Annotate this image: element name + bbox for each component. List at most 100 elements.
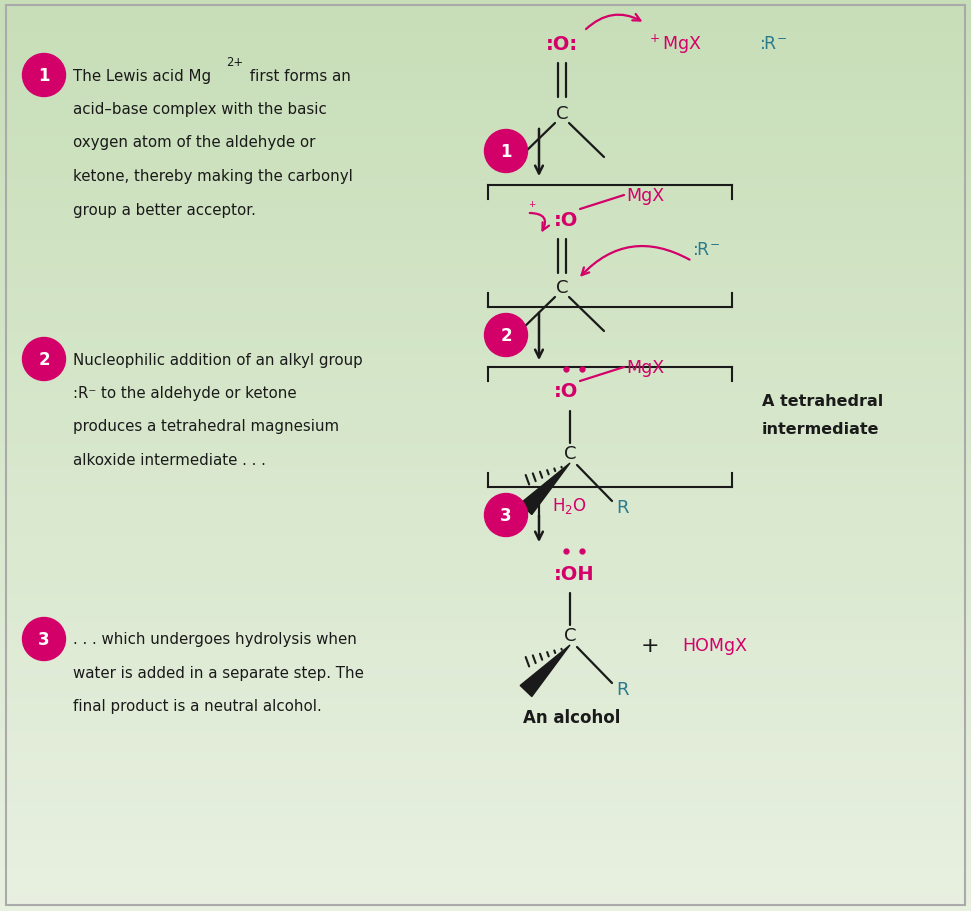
Bar: [0, 877, 971, 881]
Bar: [0, 252, 971, 255]
Bar: [0, 638, 971, 640]
Bar: [0, 194, 971, 198]
Bar: [0, 577, 971, 580]
Bar: [0, 139, 971, 143]
Bar: [0, 225, 971, 228]
Bar: [0, 808, 971, 811]
Bar: [0, 847, 971, 850]
Bar: [0, 729, 971, 732]
Bar: [0, 46, 971, 48]
Bar: [0, 908, 971, 911]
Bar: [0, 280, 971, 282]
Text: MgX: MgX: [626, 187, 664, 205]
Bar: [0, 677, 971, 681]
Bar: [0, 189, 971, 191]
Bar: [0, 795, 971, 799]
Bar: [0, 173, 971, 176]
Bar: [0, 374, 971, 376]
Text: ketone, thereby making the carbonyl: ketone, thereby making the carbonyl: [73, 169, 352, 184]
Bar: [0, 264, 971, 267]
Bar: [0, 480, 971, 483]
Bar: [0, 793, 971, 795]
Bar: [0, 118, 971, 121]
Bar: [0, 802, 971, 804]
Bar: [0, 128, 971, 130]
Bar: [0, 462, 971, 465]
Text: alkoxide intermediate . . .: alkoxide intermediate . . .: [73, 453, 266, 467]
Bar: [0, 371, 971, 374]
Bar: [0, 212, 971, 216]
Bar: [0, 389, 971, 392]
Bar: [0, 756, 971, 759]
Bar: [0, 179, 971, 182]
Bar: [0, 340, 971, 343]
Bar: [0, 0, 971, 3]
Bar: [0, 88, 971, 91]
Bar: [0, 94, 971, 97]
Bar: [0, 6, 971, 9]
Bar: [0, 565, 971, 568]
Bar: [0, 517, 971, 519]
Bar: [0, 653, 971, 656]
Bar: [0, 902, 971, 905]
Bar: [0, 316, 971, 319]
Bar: [0, 674, 971, 677]
Text: oxygen atom of the aldehyde or: oxygen atom of the aldehyde or: [73, 136, 316, 150]
Bar: [0, 535, 971, 537]
Bar: [0, 143, 971, 146]
Bar: [0, 243, 971, 246]
Polygon shape: [520, 645, 570, 697]
Bar: [0, 167, 971, 170]
Bar: [0, 36, 971, 39]
Bar: [0, 647, 971, 650]
Bar: [0, 558, 971, 562]
Bar: [0, 783, 971, 786]
Bar: [0, 289, 971, 292]
Bar: [0, 665, 971, 668]
Text: A tetrahedral: A tetrahedral: [762, 394, 884, 409]
Bar: [0, 504, 971, 507]
Bar: [0, 148, 971, 152]
Text: Nucleophilic addition of an alkyl group: Nucleophilic addition of an alkyl group: [73, 353, 363, 367]
Bar: [0, 164, 971, 167]
Bar: [0, 619, 971, 622]
Bar: [0, 301, 971, 303]
Text: water is added in a separate step. The: water is added in a separate step. The: [73, 665, 364, 681]
Bar: [0, 498, 971, 501]
Bar: [0, 437, 971, 440]
Bar: [0, 626, 971, 629]
Bar: [0, 346, 971, 349]
Bar: [0, 444, 971, 446]
Text: 3: 3: [500, 507, 512, 525]
Text: group a better acceptor.: group a better acceptor.: [73, 202, 256, 217]
Bar: [0, 890, 971, 893]
Bar: [0, 383, 971, 385]
Bar: [0, 322, 971, 325]
Bar: [0, 829, 971, 832]
Circle shape: [22, 338, 65, 381]
Bar: [0, 896, 971, 899]
Bar: [0, 835, 971, 838]
Text: acid–base complex with the basic: acid–base complex with the basic: [73, 102, 327, 117]
Text: HOMgX: HOMgX: [682, 636, 747, 654]
Bar: [0, 486, 971, 489]
Text: . . . which undergoes hydrolysis when: . . . which undergoes hydrolysis when: [73, 632, 357, 647]
Bar: [0, 571, 971, 574]
Bar: [0, 337, 971, 340]
Bar: [0, 18, 971, 21]
Bar: [0, 203, 971, 207]
Bar: [0, 711, 971, 713]
Bar: [0, 343, 971, 346]
Bar: [0, 856, 971, 859]
Bar: [0, 777, 971, 781]
Bar: [0, 413, 971, 416]
Bar: [0, 681, 971, 683]
Bar: [0, 747, 971, 750]
FancyArrowPatch shape: [530, 214, 549, 231]
Bar: [0, 404, 971, 407]
Text: 2: 2: [38, 351, 50, 369]
Circle shape: [485, 314, 527, 357]
Text: final product is a neutral alcohol.: final product is a neutral alcohol.: [73, 699, 321, 713]
Bar: [0, 428, 971, 431]
Bar: [0, 82, 971, 85]
